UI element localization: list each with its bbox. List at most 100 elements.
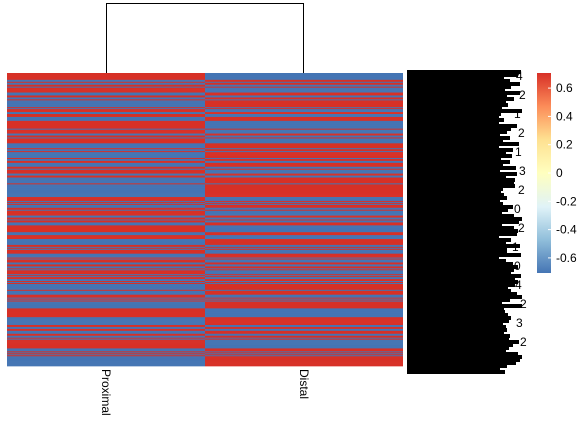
heatmap-cell [7,154,205,156]
heatmap-cell [205,134,403,136]
heatmap-cell [7,253,205,256]
heatmap-cell [7,116,205,119]
heatmap-cell [205,360,403,362]
heatmap-cell [205,147,403,149]
heatmap-cell [7,85,205,88]
heatmap-cell [7,213,205,215]
heatmap-cell [205,100,403,102]
heatmap-cell [205,348,403,350]
legend-tick-label: -0.4 [556,223,577,237]
heatmap-cell [205,99,403,101]
heatmap-cell [7,267,205,269]
heatmap-cell [205,129,403,131]
heatmap-cell [7,335,205,338]
heatmap-cell [7,303,205,305]
heatmap-cell [205,296,403,298]
heatmap-cell [205,273,403,275]
heatmap-cell [205,210,403,213]
heatmap-cell [205,82,403,85]
heatmap-cell [205,222,403,224]
heatmap-cell [205,329,403,332]
heatmap-cell [7,199,205,202]
heatmap-cell [7,190,205,192]
heatmap-cell [7,89,205,91]
row-label-fragment: 4 [515,278,522,292]
heatmap-cell [7,229,205,231]
heatmap-cell [7,226,205,228]
heatmap-cell [205,79,403,82]
heatmap-cell [7,354,205,356]
heatmap-cell [205,194,403,196]
heatmap-cell [7,151,205,153]
heatmap-cell [7,318,205,320]
heatmap-cell [205,73,403,76]
heatmap-cell [205,290,403,293]
heatmap-cell [205,213,403,215]
heatmap-cell [205,311,403,313]
heatmap-cell [205,234,403,236]
heatmap-cell [205,271,403,273]
heatmap-cell [7,145,205,147]
heatmap-cell [205,138,403,140]
heatmap-cell [205,287,403,290]
heatmap-cell [205,293,403,296]
heatmap-cell [205,307,403,309]
heatmap-cell [205,282,403,284]
heatmap-cell [7,108,205,110]
heatmap-cell [7,296,205,298]
heatmap-cell [205,305,403,307]
heatmap-cell [7,331,205,334]
heatmap-cell [7,278,205,280]
heatmap-cell [7,140,205,142]
heatmap-cell [205,181,403,183]
heatmap-cell [7,290,205,293]
heatmap-cell [205,198,403,201]
heatmap-cell [7,337,205,340]
heatmap-cell [7,289,205,292]
heatmap-cell [7,114,205,116]
heatmap-cell [205,328,403,331]
heatmap-cell [205,282,403,285]
row-label-fragment: 1 [512,240,519,254]
heatmap-cell [205,74,403,77]
heatmap-cell [7,103,205,105]
heatmap-cell [7,212,205,214]
heatmap-cell [7,114,205,117]
heatmap-cell [7,232,205,234]
heatmap-cell [7,82,205,85]
heatmap-cell [7,203,205,206]
heatmap-cell [205,354,403,356]
heatmap-cell [205,216,403,218]
heatmap-cell [7,321,205,323]
heatmap-cell [205,91,403,93]
heatmap-cell [205,176,403,178]
heatmap-cell [205,306,403,308]
heatmap-cell [205,356,403,358]
heatmap-cell [7,138,205,140]
heatmap-cell [7,215,205,217]
heatmap-cell [205,347,403,349]
heatmap-cell [205,220,403,222]
heatmap-cell [205,259,403,261]
heatmap-cell [205,228,403,230]
heatmap-cell [7,240,205,242]
heatmap-cell [205,249,403,252]
heatmap-cell [205,233,403,235]
heatmap-cell [7,324,205,327]
heatmap-cell [7,348,205,350]
heatmap-cell [7,315,205,317]
heatmap-cell [7,198,205,200]
heatmap-cell [205,355,403,357]
heatmap-cell [205,310,403,312]
heatmap-cell [205,116,403,119]
heatmap-cell [7,210,205,213]
heatmap-cell [7,249,205,252]
heatmap-cell [7,287,205,290]
heatmap-cell [7,92,205,94]
heatmap-cell [7,308,205,310]
heatmap-cell [205,132,403,134]
heatmap-cell [7,358,205,360]
heatmap-cell [205,200,403,203]
heatmap-cell [7,328,205,331]
heatmap-cell [205,81,403,84]
